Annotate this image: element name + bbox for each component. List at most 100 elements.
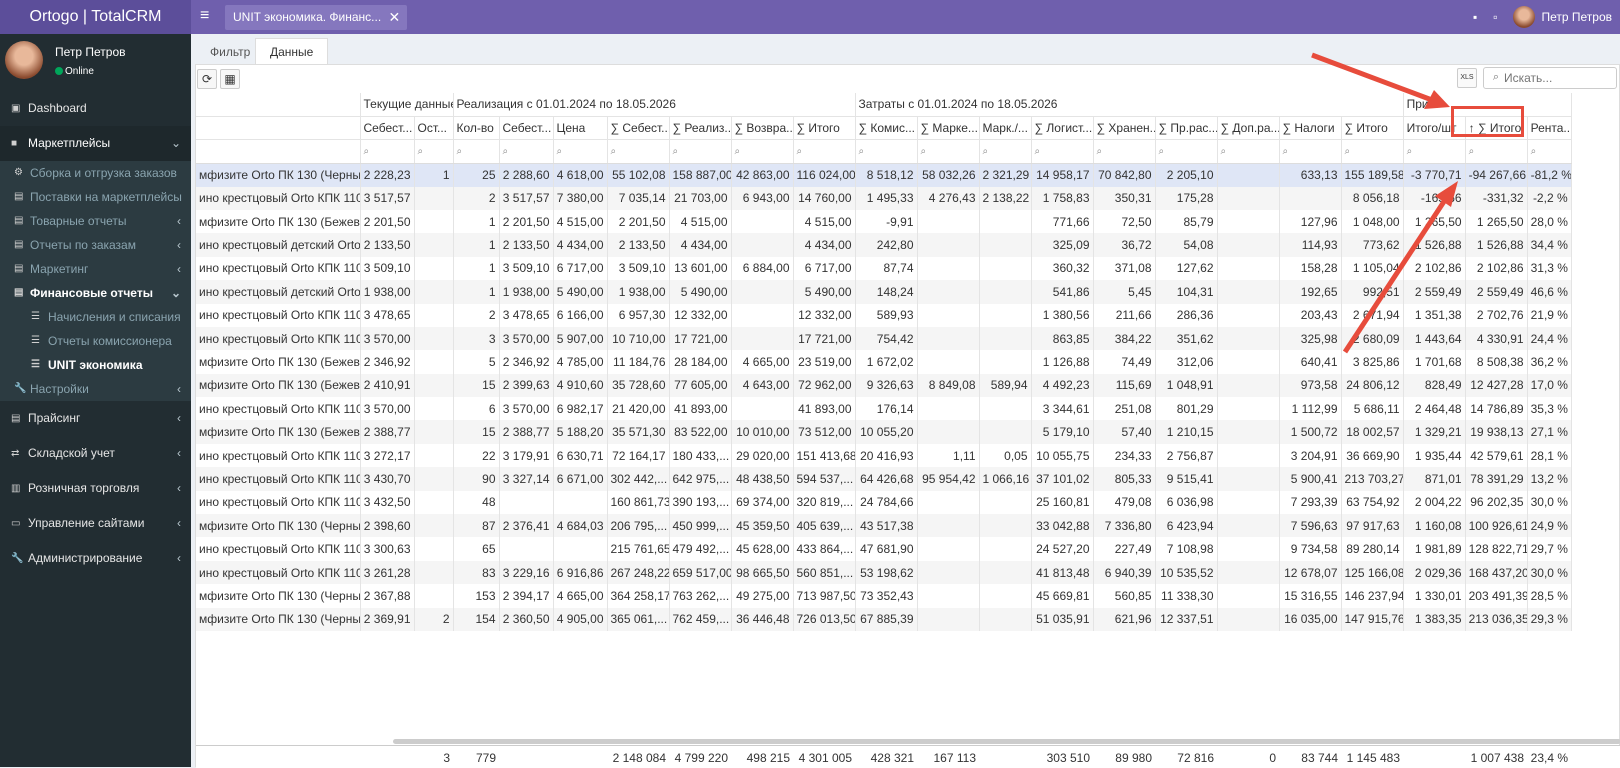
sidebar-item-11[interactable]: 🔧 Настройки ‹	[0, 377, 191, 401]
sidebar-item-14[interactable]: ▥ Розничная торговля ‹	[0, 471, 191, 506]
table-row[interactable]: мфизите Orto ПК 130 (Черный... 2 369,91 2 1…	[196, 607, 1572, 631]
table-row[interactable]: ино крестцовый Orto КПК 110 ... 3 517,57 2…	[196, 186, 1572, 210]
table-row[interactable]: мфизите Orto ПК 130 (Бежевы...2 388,7715…	[196, 420, 1572, 444]
column-filter-icon[interactable]: ⌕	[1155, 139, 1218, 164]
user-menu[interactable]: Петр Петров	[1513, 6, 1612, 28]
table-row[interactable]: мфизите Orto ПК 130 (Бежевы...2 201,5012…	[196, 209, 1572, 234]
column-filter-icon[interactable]: ⌕	[1527, 139, 1572, 164]
table-row[interactable]: ино крестцовый Orto КПК 110 ... 3 509,10 1…	[196, 256, 1572, 281]
column-header[interactable]: Цена	[553, 116, 608, 141]
column-header[interactable]: ∑ Хранен...	[1093, 116, 1156, 141]
close-tab-icon[interactable]: ✕	[388, 9, 401, 25]
column-header[interactable]: Себест...	[499, 116, 554, 141]
column-header[interactable]: Марк./...	[979, 116, 1032, 141]
column-filter-icon[interactable]: ⌕	[414, 139, 454, 164]
column-header[interactable]: ∑ Возвра...	[731, 116, 794, 141]
tab-filter[interactable]: Фильтр	[210, 45, 251, 59]
menu-icon: ⇄	[11, 448, 20, 459]
table-row[interactable]: мфизите Orto ПК 130 (Черный... 2 398,60 87…	[196, 514, 1572, 538]
sidebar-item-10[interactable]: ☰ UNIT экономика	[0, 353, 191, 377]
sidebar-item-8[interactable]: ☰ Начисления и списания	[0, 305, 191, 329]
sidebar-item-1[interactable]: ■ Маркетплейсы ⌄	[0, 126, 191, 161]
columns-button[interactable]: ▦	[220, 69, 240, 89]
column-filter-icon[interactable]: ⌕	[1217, 139, 1280, 164]
column-filter-icon[interactable]: ⌕	[793, 139, 856, 164]
refresh-button[interactable]: ⟳	[197, 69, 217, 89]
column-filter-icon[interactable]: ⌕	[917, 139, 980, 164]
column-header[interactable]: ∑ Итого	[1341, 116, 1404, 141]
column-header[interactable]: ∑ Пр.рас...	[1155, 116, 1218, 141]
column-header[interactable]: Кол-во	[453, 116, 500, 141]
column-filter-icon[interactable]: ⌕	[855, 139, 918, 164]
column-header[interactable]: Рента...	[1527, 116, 1572, 141]
table-row[interactable]: ино крестцовый детский Orto ... 1 938,00 1…	[196, 280, 1572, 304]
column-header[interactable]: Итого/шт	[1403, 116, 1466, 141]
column-filter-icon[interactable]: ⌕	[499, 139, 554, 164]
column-header[interactable]: Себест...	[360, 116, 415, 141]
column-filter-icon[interactable]: ⌕	[553, 139, 608, 164]
column-filter-icon[interactable]: ⌕	[1279, 139, 1342, 164]
search-input[interactable]	[1483, 67, 1617, 89]
column-filter-icon[interactable]: ⌕	[1341, 139, 1404, 164]
column-header[interactable]: ∑ Доп.ра...	[1217, 116, 1280, 141]
footer-total-cell	[553, 746, 607, 768]
column-filter-icon[interactable]: ⌕	[1093, 139, 1156, 164]
column-header[interactable]: ∑ Себест...	[607, 116, 670, 141]
table-row[interactable]: ино крестцовый Orto КПК 110 ... 3 570,00 3…	[196, 326, 1572, 351]
table-cell: ино крестцовый Orto КПК 110 ...	[196, 397, 361, 421]
column-filter-icon[interactable]: ⌕	[453, 139, 500, 164]
table-row[interactable]: ино крестцовый детский Orto ... 2 133,50 1…	[196, 233, 1572, 257]
column-filter-icon[interactable]: ⌕	[1465, 139, 1528, 164]
column-filter-icon[interactable]: ⌕	[1403, 139, 1466, 164]
table-row[interactable]: мфизите Orto ПК 130 (Черный... 2 367,88 15…	[196, 584, 1572, 608]
column-header[interactable]: ∑ Комис...	[855, 116, 918, 141]
table-row[interactable]: ино крестцовый Orto КПК 110 ... 3 272,17 2…	[196, 443, 1572, 468]
table-cell: 206 795,...	[607, 514, 670, 538]
sidebar-item-12[interactable]: ▤ Прайсинг ‹	[0, 401, 191, 436]
table-row[interactable]: ино крестцовый Orto КПК 110 ... 3 432,50 4…	[196, 490, 1572, 515]
column-header[interactable]	[196, 116, 361, 141]
notifications-icon[interactable]: ▫	[1493, 10, 1498, 24]
sidebar-item-9[interactable]: ☰ Отчеты комиссионера	[0, 329, 191, 353]
table-row[interactable]: мфизите Orto ПК 130 (Бежевы...2 410,91 15…	[196, 373, 1572, 398]
menu-toggle-icon[interactable]: ≡	[200, 7, 210, 24]
column-header[interactable]: Ост...	[414, 116, 454, 141]
table-cell: 21,9 %	[1527, 303, 1572, 327]
chat-icon[interactable]: ▪	[1472, 10, 1478, 24]
table-row[interactable]: ино крестцовый Orto КПК 110 ... 3 261,28 8…	[196, 560, 1572, 585]
sidebar-item-3[interactable]: ▤ Поставки на маркетплейсы	[0, 185, 191, 209]
column-filter-icon[interactable]: ⌕	[731, 139, 794, 164]
column-header[interactable]: ∑ Марке...	[917, 116, 980, 141]
sidebar-item-5[interactable]: ▤ Отчеты по заказам ‹	[0, 233, 191, 257]
open-tab[interactable]: UNIT экономика. Финанс... ✕	[225, 5, 408, 30]
sidebar-item-13[interactable]: ⇄ Складской учет ‹	[0, 436, 191, 471]
table-row[interactable]: мфизите Orto ПК 130 (Бежевы...2 346,9252…	[196, 350, 1572, 374]
sidebar-item-2[interactable]: ⚙ Сборка и отгрузка заказов	[0, 161, 191, 185]
table-row[interactable]: ино крестцовый Orto КПК 110 ... 3 300,63 6…	[196, 537, 1572, 561]
column-header[interactable]: ∑ Итого	[793, 116, 856, 141]
sidebar-item-4[interactable]: ▤ Товарные отчеты ‹	[0, 209, 191, 233]
sidebar-item-6[interactable]: ▤ Маркетинг ‹	[0, 257, 191, 281]
column-header[interactable]: ∑ Логист...	[1031, 116, 1094, 141]
tab-data[interactable]: Данные	[255, 38, 329, 64]
column-filter-icon[interactable]: ⌕	[360, 139, 415, 164]
sidebar-item-16[interactable]: 🔧 Администрирование ‹	[0, 541, 191, 576]
sidebar-item-15[interactable]: ▭ Управление сайтами ‹	[0, 506, 191, 541]
table-row[interactable]: ино крестцовый Orto КПК 110 ... 3 430,70 9…	[196, 467, 1572, 491]
column-filter-icon[interactable]: ⌕	[607, 139, 670, 164]
column-filter-icon[interactable]: ⌕	[1031, 139, 1094, 164]
column-filter-icon[interactable]	[196, 139, 361, 164]
table-row[interactable]: ино крестцовый Orto КПК 110 ... 3 570,00 6…	[196, 397, 1572, 421]
column-filter-icon[interactable]: ⌕	[979, 139, 1032, 164]
column-header[interactable]: ∑ Реализ...	[669, 116, 732, 141]
table-row[interactable]: ино крестцовый Orto КПК 110 ... 3 478,65 2…	[196, 303, 1572, 327]
horizontal-scrollbar[interactable]	[393, 739, 1620, 744]
export-button[interactable]: XLS	[1457, 68, 1477, 88]
sidebar-item-7[interactable]: ▤ Финансовые отчеты ⌄	[0, 281, 191, 305]
app-logo[interactable]: Ortogo | TotalCRM	[0, 0, 191, 34]
column-header[interactable]: ∑ Налоги	[1279, 116, 1342, 141]
table-row[interactable]: мфизите Orto ПК 130 (Черный... 2 228,23 1 2…	[196, 163, 1572, 187]
sidebar-item-0[interactable]: ▣ Dashboard	[0, 91, 191, 126]
column-filter-icon[interactable]: ⌕	[669, 139, 732, 164]
table-cell: 10 010,00	[731, 420, 794, 444]
